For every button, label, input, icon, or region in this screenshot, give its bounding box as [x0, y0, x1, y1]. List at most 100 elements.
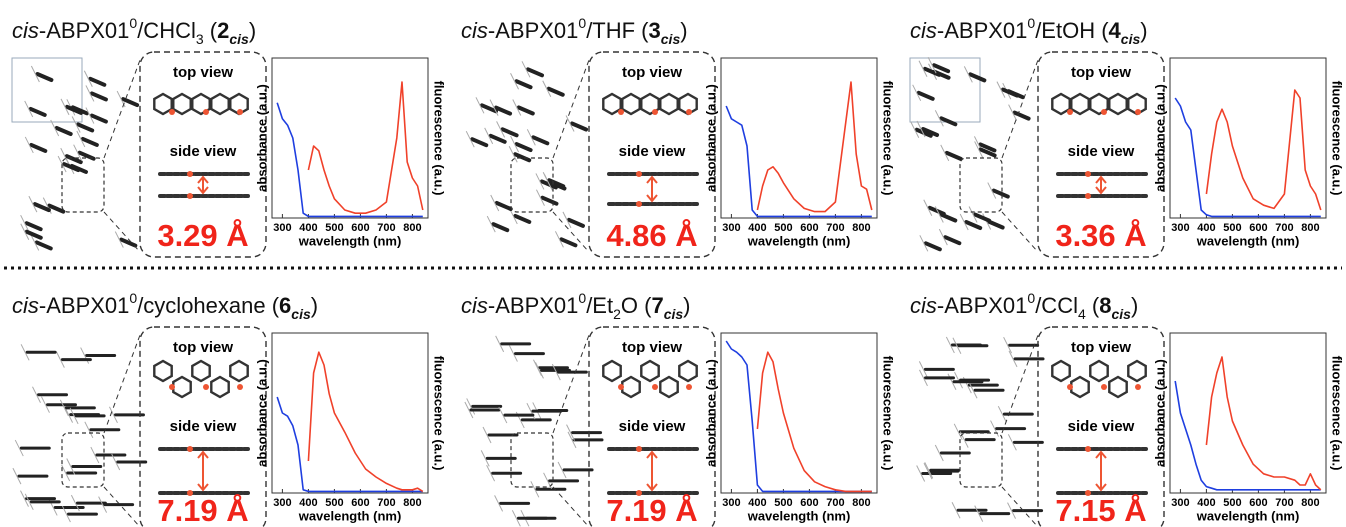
- title-part: ): [680, 18, 687, 43]
- y-axis-label: absorbance (a.u.): [1152, 359, 1167, 467]
- molecule-stick: [78, 124, 92, 130]
- x-tick-label: 400: [748, 497, 766, 509]
- y2-axis-label: fluorescence (a.u.): [1330, 356, 1345, 471]
- zoom-box: [960, 158, 1002, 212]
- molecule-stick: [941, 118, 955, 124]
- heteroatom: [1067, 384, 1073, 390]
- ring: [1109, 94, 1126, 114]
- x-tick-label: 400: [1197, 222, 1215, 234]
- molecule-stick: [561, 239, 575, 245]
- ring: [660, 377, 677, 397]
- x-axis-label: wavelength (nm): [298, 233, 402, 248]
- molecule-stick: [925, 69, 939, 75]
- title-part: 2: [613, 306, 621, 322]
- ring: [192, 361, 209, 381]
- crystal-packing: [465, 335, 602, 527]
- plot-frame: [721, 333, 877, 493]
- zoom-line: [553, 335, 589, 433]
- heteroatom: [1085, 171, 1091, 177]
- x-tick-label: 500: [325, 222, 343, 234]
- spectrum-line: [726, 341, 872, 491]
- molecule-stick: [515, 154, 529, 160]
- molecule-stick: [569, 220, 583, 226]
- title-part: cis: [291, 306, 311, 322]
- molecule-stick: [542, 198, 556, 204]
- x-tick-label: 700: [1275, 497, 1293, 509]
- y2-axis-label: fluorescence (a.u.): [432, 356, 447, 471]
- crystal-packing: [13, 335, 146, 527]
- ring: [1109, 377, 1126, 397]
- x-tick-label: 300: [1171, 497, 1189, 509]
- molecule-stick: [121, 240, 135, 246]
- molecule-stick: [92, 93, 106, 99]
- panel-title: cis-ABPX010/CCl4 (8cis): [910, 290, 1138, 322]
- x-tick-label: 300: [1171, 222, 1189, 234]
- spectrum-line: [757, 82, 871, 212]
- heteroatom: [1135, 384, 1141, 390]
- title-part: 0: [129, 15, 137, 31]
- title-part: cis: [461, 293, 488, 318]
- title-part: cis: [12, 18, 39, 43]
- top-view-label: top view: [173, 64, 233, 81]
- molecule-stick: [64, 164, 78, 170]
- title-part: 0: [1027, 15, 1035, 31]
- y2-axis-label: fluorescence (a.u.): [881, 81, 896, 196]
- unit-cell: [12, 58, 82, 122]
- zoom-line: [1002, 487, 1038, 527]
- crystal-packing: [12, 58, 140, 252]
- zoom-line: [104, 60, 140, 158]
- x-tick-label: 500: [1223, 222, 1241, 234]
- title-part: cis: [12, 293, 39, 318]
- molecule-stick: [515, 216, 529, 222]
- x-tick-label: 300: [273, 497, 291, 509]
- heteroatom: [652, 109, 658, 115]
- side-view-label: side view: [619, 418, 686, 435]
- x-tick-label: 800: [403, 222, 421, 234]
- molecule-stick: [970, 74, 984, 80]
- title-part: /THF (: [586, 18, 649, 43]
- title-part: ): [249, 18, 256, 43]
- side-view-label: side view: [1068, 143, 1135, 160]
- title-part: -ABPX01: [39, 18, 130, 43]
- heteroatom: [237, 384, 243, 390]
- spectrum-line: [757, 352, 871, 491]
- x-axis-label: wavelength (nm): [747, 233, 851, 248]
- molecule-stick: [572, 123, 586, 129]
- side-view-label: side view: [1068, 418, 1135, 435]
- ring: [622, 377, 639, 397]
- heteroatom: [169, 109, 175, 115]
- x-tick-label: 600: [351, 222, 369, 234]
- heteroatom: [169, 384, 175, 390]
- title-part: 3: [649, 18, 661, 43]
- spectrum-line: [308, 352, 422, 491]
- molecule-stick: [975, 215, 989, 221]
- plot-frame: [272, 58, 428, 218]
- molecule-stick: [941, 214, 955, 220]
- molecule-stick: [37, 242, 51, 248]
- ring: [154, 94, 171, 114]
- ring: [1090, 361, 1107, 381]
- stacking-distance: 7.15 Å: [1055, 493, 1146, 527]
- zoom-line: [1002, 60, 1038, 158]
- title-part: -ABPX01: [488, 18, 579, 43]
- stacking-distance: 3.36 Å: [1055, 218, 1146, 253]
- heteroatom: [187, 193, 193, 199]
- panel-title: cis-ABPX010/CHCl3 (2cis): [12, 15, 256, 47]
- top-view-molecule: [1052, 361, 1145, 397]
- stacking-distance: 7.19 Å: [606, 493, 697, 527]
- molecule-stick: [934, 65, 948, 71]
- x-tick-label: 600: [1249, 497, 1267, 509]
- ring: [660, 94, 677, 114]
- title-part: 0: [578, 290, 586, 306]
- x-tick-label: 700: [826, 222, 844, 234]
- ring: [603, 361, 620, 381]
- x-tick-label: 300: [722, 497, 740, 509]
- title-part: 0: [578, 15, 586, 31]
- top-view-molecule: [154, 361, 247, 397]
- crystal-packing: [910, 57, 1038, 252]
- spectrum-line: [1175, 381, 1321, 490]
- molecule-stick: [497, 203, 511, 209]
- x-axis-label: wavelength (nm): [1196, 233, 1300, 248]
- ring: [1052, 361, 1069, 381]
- top-view-molecule: [603, 361, 696, 397]
